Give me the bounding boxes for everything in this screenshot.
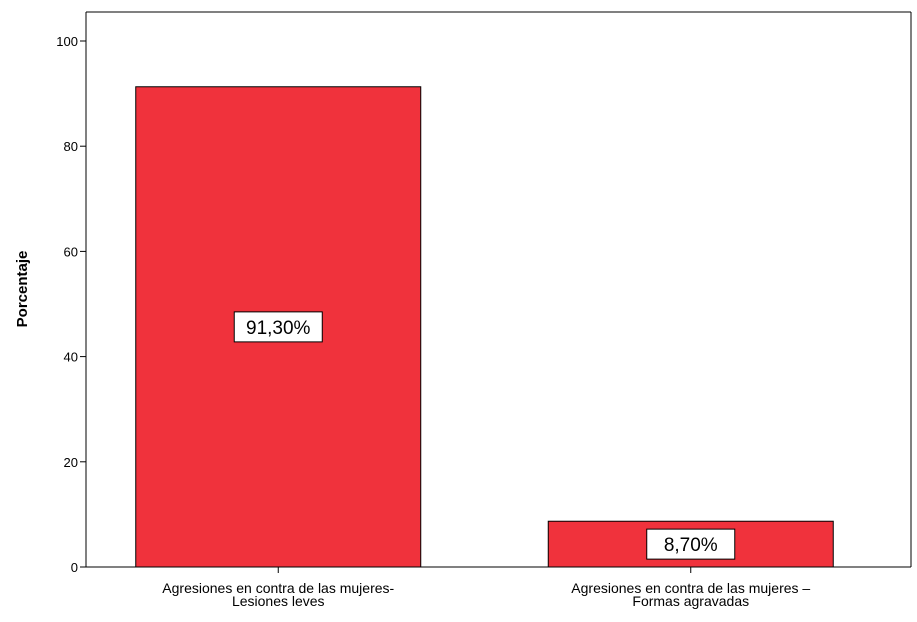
x-category-label: Formas agravadas bbox=[632, 593, 749, 609]
y-tick-label: 40 bbox=[64, 350, 78, 365]
y-tick-label: 80 bbox=[64, 139, 78, 154]
data-labels-group: 91,30% 8,70% bbox=[233, 311, 736, 560]
data-label: 91,30% bbox=[246, 318, 311, 339]
data-label: 8,70% bbox=[664, 535, 718, 556]
y-tick-label: 60 bbox=[64, 244, 78, 259]
y-axis-title: Porcentaje bbox=[14, 251, 31, 328]
y-tick-label: 20 bbox=[64, 455, 78, 470]
x-axis: Agresiones en contra de las mujeres-Lesi… bbox=[86, 566, 911, 609]
data-label-box bbox=[646, 528, 736, 560]
x-category-label: Lesiones leves bbox=[232, 593, 325, 609]
y-axis: 0 20 40 60 80 100 bbox=[56, 12, 87, 575]
y-tick-label: 0 bbox=[71, 560, 78, 575]
x-category-label: Agresiones en contra de las mujeres- bbox=[162, 580, 394, 596]
y-tick-label: 100 bbox=[56, 34, 78, 49]
x-category-label: Agresiones en contra de las mujeres – bbox=[571, 580, 810, 596]
data-label-box bbox=[233, 311, 323, 343]
